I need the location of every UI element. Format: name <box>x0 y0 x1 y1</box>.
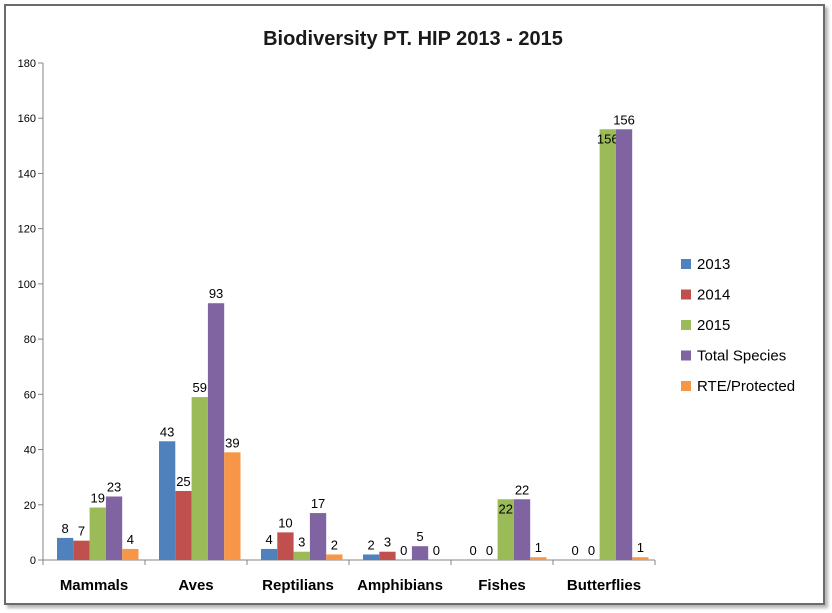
data-label: 25 <box>176 474 190 489</box>
bar <box>191 397 208 560</box>
bar <box>105 496 123 560</box>
bar <box>175 490 192 560</box>
y-tick-label: 180 <box>18 58 36 70</box>
bar <box>599 129 616 560</box>
bar <box>632 557 649 560</box>
data-label: 2 <box>331 537 338 552</box>
chart-title: Biodiversity PT. HIP 2013 - 2015 <box>263 28 563 50</box>
data-label: 23 <box>107 479 121 494</box>
bar <box>513 499 531 560</box>
data-label: 0 <box>486 543 493 558</box>
data-label: 156 <box>597 131 619 146</box>
legend-label: 2013 <box>697 256 730 273</box>
legend-label: RTE/Protected <box>697 378 795 395</box>
bar <box>224 452 241 560</box>
data-label: 59 <box>193 380 207 395</box>
x-category-label: Butterflies <box>567 577 641 594</box>
data-label: 5 <box>416 529 423 544</box>
data-label: 0 <box>470 543 477 558</box>
data-label: 39 <box>225 435 239 450</box>
bar <box>309 513 327 560</box>
legend-swatch <box>681 289 691 300</box>
data-label: 0 <box>572 543 579 558</box>
bar <box>57 537 74 560</box>
y-tick-label: 40 <box>24 445 36 457</box>
data-label: 93 <box>209 286 223 301</box>
bar <box>293 551 310 560</box>
bar <box>122 548 139 560</box>
y-tick-label: 0 <box>30 555 36 567</box>
bar <box>261 548 278 560</box>
legend-swatch <box>681 350 691 361</box>
bar <box>411 546 429 560</box>
data-label: 3 <box>298 535 305 550</box>
x-category-label: Aves <box>178 577 213 594</box>
bar <box>207 303 225 560</box>
data-label: 1 <box>637 540 644 555</box>
y-tick-label: 80 <box>24 334 36 346</box>
data-label: 4 <box>127 532 134 547</box>
data-label: 43 <box>160 424 174 439</box>
y-tick-label: 60 <box>24 389 36 401</box>
y-tick-label: 120 <box>18 224 36 236</box>
legend-label: 2015 <box>697 317 730 334</box>
bar <box>159 441 176 560</box>
data-label: 3 <box>384 535 391 550</box>
legend-swatch <box>681 381 691 391</box>
data-label: 4 <box>266 532 273 547</box>
x-category-label: Amphibians <box>357 577 443 594</box>
bar <box>326 554 343 560</box>
data-label: 1 <box>535 540 542 555</box>
data-label: 22 <box>515 482 529 497</box>
bar <box>363 554 380 560</box>
bar <box>89 507 106 560</box>
data-label: 156 <box>613 112 635 127</box>
data-label: 0 <box>400 543 407 558</box>
x-category-label: Reptilians <box>262 577 334 594</box>
chart-frame <box>4 4 825 605</box>
bar <box>530 557 547 560</box>
x-category-label: Fishes <box>478 577 526 594</box>
data-label: 10 <box>278 515 292 530</box>
legend-swatch <box>681 259 691 269</box>
y-tick-label: 100 <box>18 279 36 291</box>
bar <box>379 551 396 560</box>
y-tick-label: 20 <box>24 500 36 512</box>
data-label: 22 <box>499 501 513 516</box>
bar <box>277 532 294 560</box>
data-label: 17 <box>311 496 325 511</box>
legend-label: 2014 <box>697 287 730 304</box>
data-label: 19 <box>91 491 105 506</box>
bar <box>497 499 514 560</box>
data-label: 8 <box>62 521 69 536</box>
data-label: 0 <box>588 543 595 558</box>
data-label: 0 <box>433 543 440 558</box>
x-category-label: Mammals <box>60 577 128 594</box>
bar <box>615 129 633 560</box>
legend-label: Total Species <box>697 348 786 365</box>
y-tick-label: 160 <box>18 113 36 125</box>
y-tick-label: 140 <box>18 168 36 180</box>
data-label: 7 <box>78 524 85 539</box>
legend-swatch <box>681 320 691 330</box>
data-label: 2 <box>368 537 375 552</box>
bar <box>73 540 90 560</box>
